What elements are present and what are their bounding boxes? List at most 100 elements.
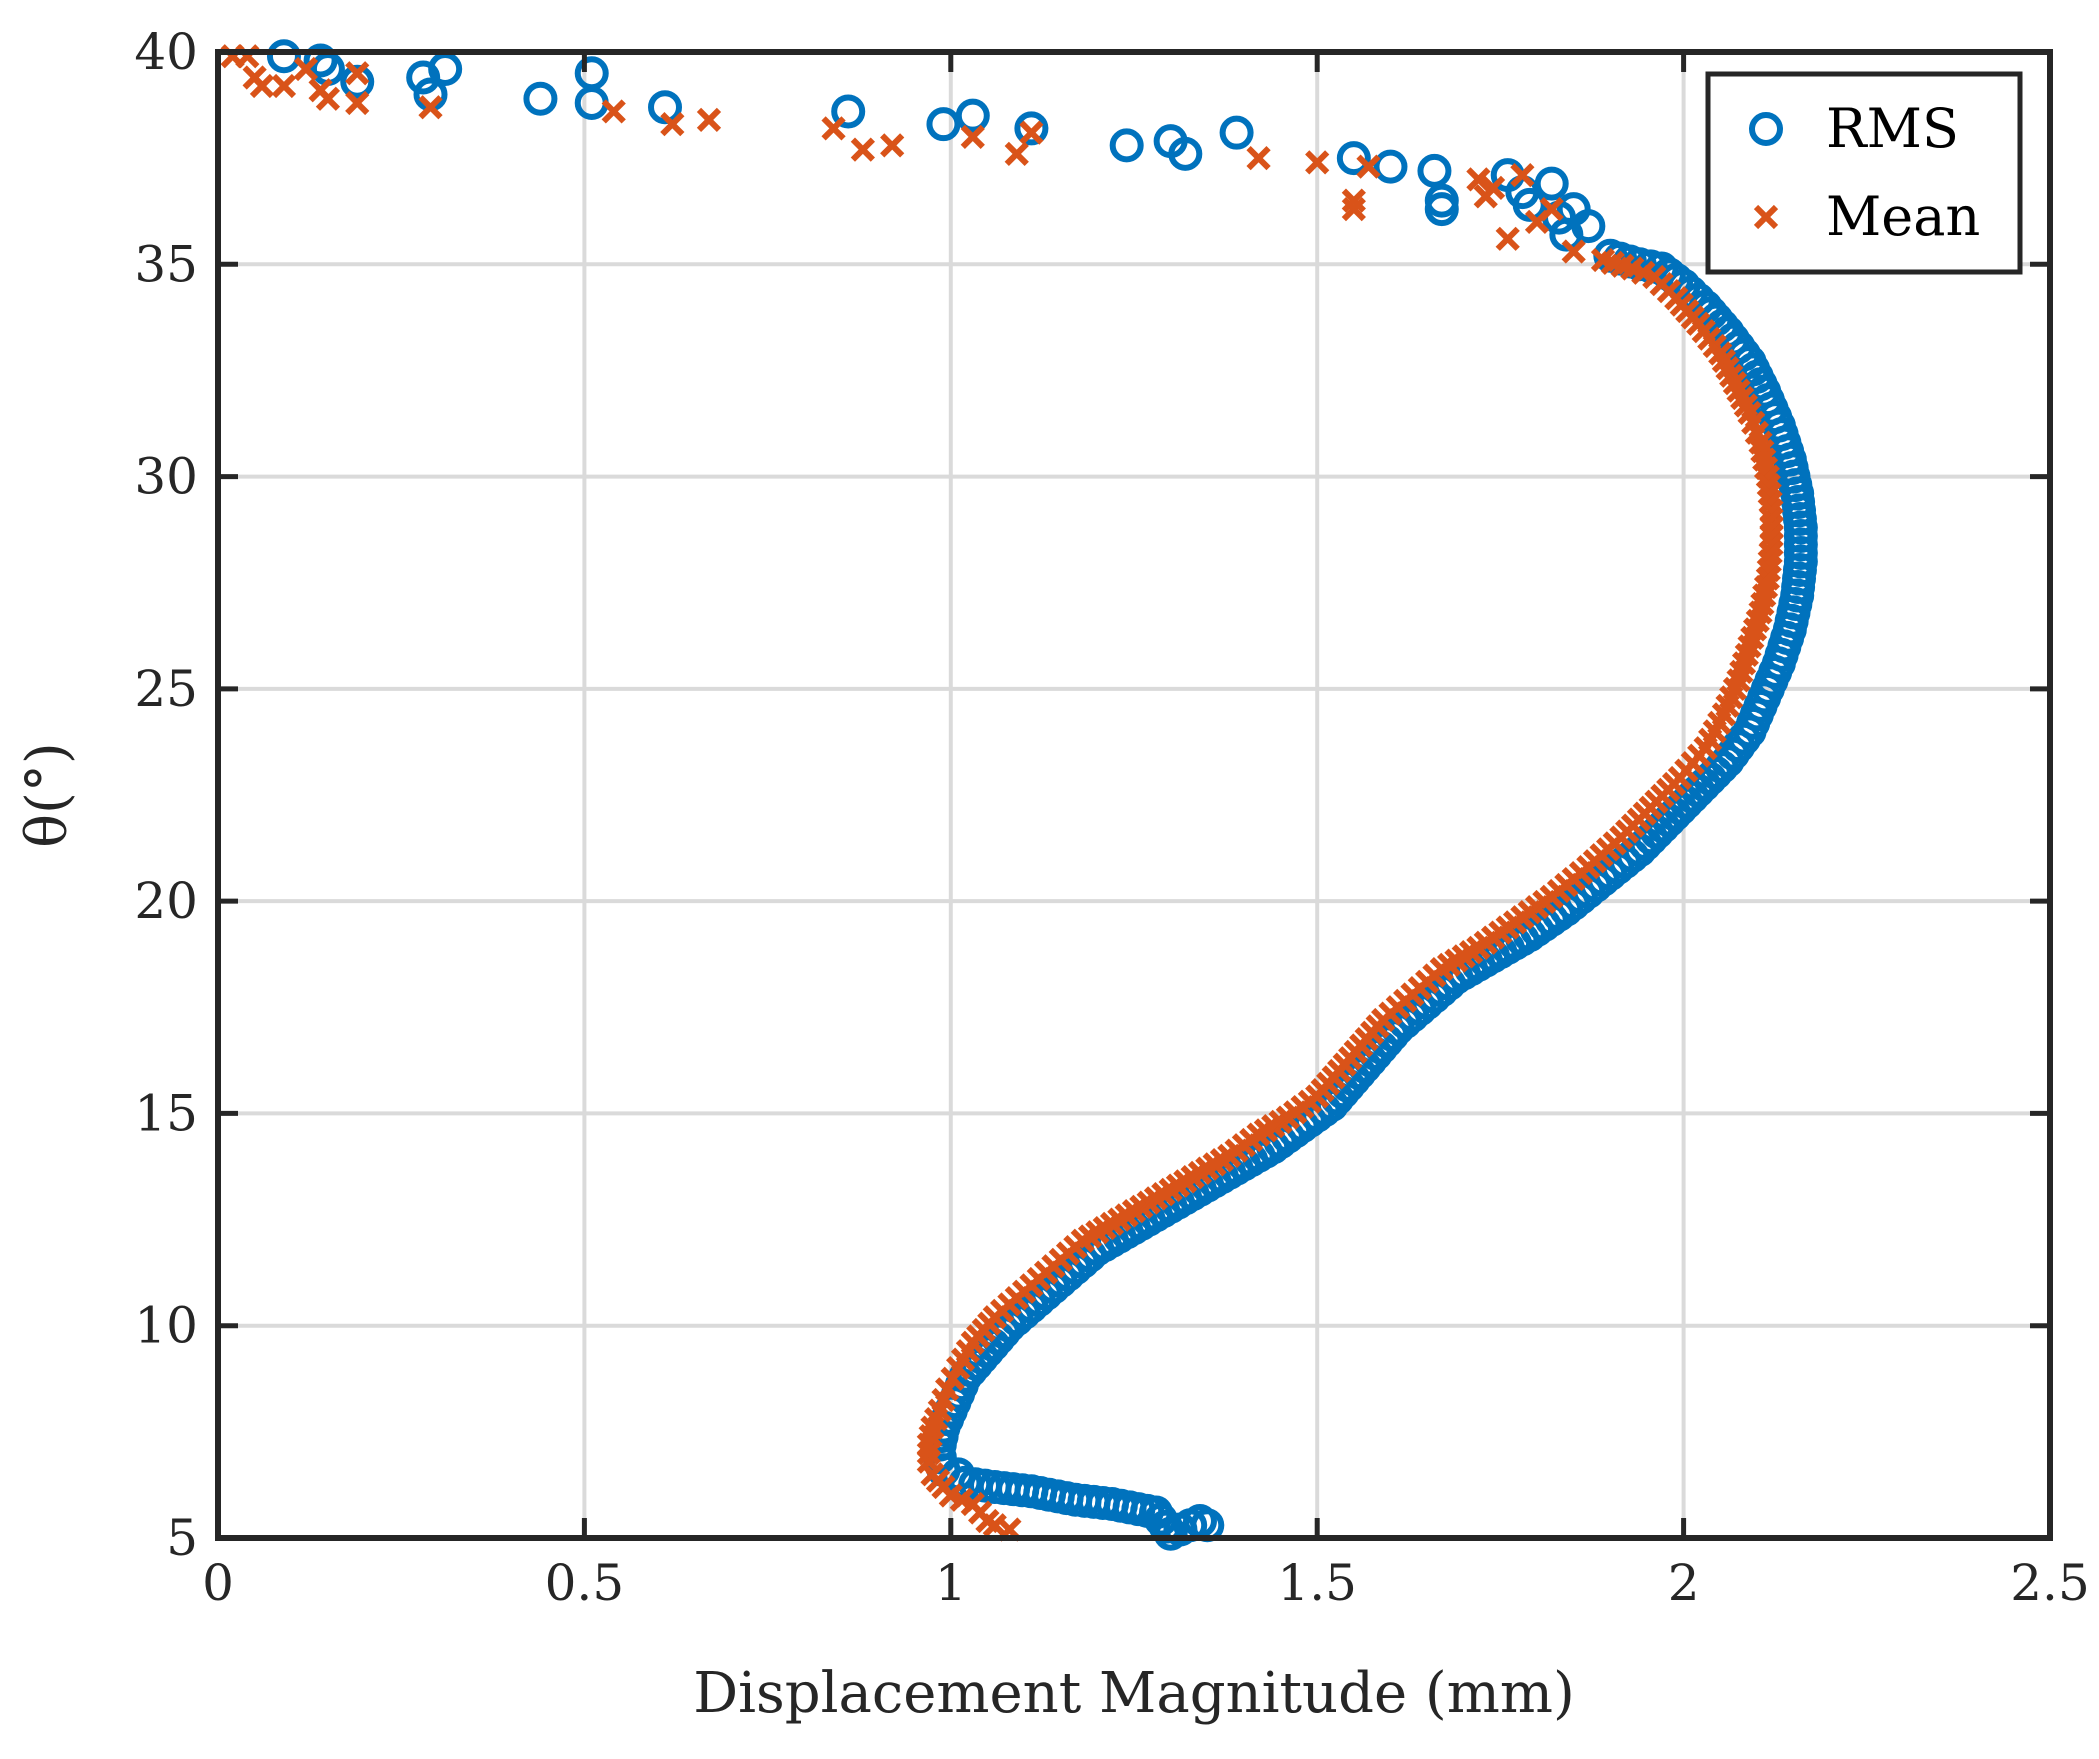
legend-rms-marker xyxy=(1749,112,1783,146)
x-stroke xyxy=(1600,250,1625,275)
mean-point xyxy=(1341,196,1366,222)
rms-point xyxy=(1168,136,1203,171)
x-stroke xyxy=(345,61,370,86)
x-stroke xyxy=(960,124,985,150)
x-tick-label: 2.5 xyxy=(2010,1554,2090,1612)
rms-point xyxy=(1373,149,1408,184)
legend-box xyxy=(1705,71,2023,275)
x-tick-label: 1.5 xyxy=(1277,1554,1357,1612)
x-stroke xyxy=(1466,167,1491,192)
x-stroke xyxy=(916,1440,941,1466)
legend-circle xyxy=(1749,112,1783,146)
x-stroke xyxy=(418,95,443,120)
x-stroke xyxy=(1759,523,1784,549)
x-stroke xyxy=(1356,154,1381,179)
y-axis-title: θ(°) xyxy=(15,742,80,847)
rms-point xyxy=(1219,115,1254,150)
mean-point xyxy=(960,124,985,150)
rms-point xyxy=(266,39,301,74)
x-stroke xyxy=(938,1483,963,1508)
mean-point xyxy=(293,56,319,82)
y-tick-label: 25 xyxy=(134,660,198,718)
mean-point xyxy=(1495,226,1520,251)
mean-point xyxy=(1004,141,1029,167)
rms-point xyxy=(831,94,866,129)
x-stroke xyxy=(1590,247,1616,273)
y-tick-label: 10 xyxy=(134,1297,198,1355)
mean-point xyxy=(315,86,341,111)
x-axis-title: Displacement Magnitude (mm) xyxy=(693,1661,1575,1726)
mean-point xyxy=(271,73,297,99)
rms-point xyxy=(1534,166,1569,201)
x-stroke xyxy=(850,137,875,162)
axes-frame xyxy=(215,49,2053,1541)
mean-point xyxy=(1510,163,1535,188)
x-stroke xyxy=(1495,226,1520,251)
x-stroke xyxy=(1752,447,1777,472)
legend-rms-label: RMS xyxy=(1826,97,1959,160)
plot-area xyxy=(218,52,2050,1538)
x-stroke xyxy=(1019,120,1044,145)
x-stroke xyxy=(1004,141,1029,167)
x-stroke xyxy=(1750,438,1775,464)
x-stroke xyxy=(1480,175,1506,200)
mean-point xyxy=(880,133,905,158)
mean-point xyxy=(1305,150,1330,175)
mean-point xyxy=(345,90,370,116)
rms-point xyxy=(1109,128,1144,163)
series-mean xyxy=(220,44,1784,1542)
x-stroke xyxy=(1631,260,1656,285)
x-stroke xyxy=(1620,256,1645,281)
x-stroke xyxy=(1610,253,1635,278)
mean-point xyxy=(1246,146,1271,171)
x-stroke xyxy=(601,99,626,124)
x-stroke xyxy=(1341,196,1366,222)
x-stroke xyxy=(315,86,341,111)
mean-point xyxy=(821,116,846,141)
mean-point xyxy=(1561,239,1586,264)
rms-point xyxy=(1336,141,1371,176)
legend-mean-marker xyxy=(1753,204,1779,230)
mean-point xyxy=(1019,120,1044,145)
rms-point xyxy=(648,90,683,125)
mean-point xyxy=(418,95,443,120)
x-stroke xyxy=(1510,163,1535,188)
mean-point xyxy=(1539,196,1564,222)
x-tick-label: 1 xyxy=(935,1554,967,1612)
x-stroke xyxy=(1744,420,1770,445)
x-stroke xyxy=(1305,150,1330,175)
mean-point xyxy=(249,73,275,99)
mean-point xyxy=(1341,188,1366,213)
x-stroke xyxy=(696,107,722,133)
legend-mean-label: Mean xyxy=(1826,185,1980,248)
tick-labels: 0 0.5 1 1.5 2 2.5 5 10 15 20 25 30 35 40 xyxy=(134,23,2089,1612)
rms-point xyxy=(1417,153,1452,188)
rms-point xyxy=(1424,192,1459,227)
x-stroke xyxy=(880,133,905,158)
mean-point xyxy=(660,112,685,137)
axis-ticks xyxy=(215,49,2053,1541)
x-stroke xyxy=(660,112,685,137)
rms-point xyxy=(926,107,961,142)
rms-point xyxy=(1571,209,1606,244)
x-stroke xyxy=(1561,239,1586,264)
rms-point xyxy=(955,98,990,133)
x-tick-label: 2 xyxy=(1668,1554,1700,1612)
x-stroke xyxy=(249,73,275,99)
x-stroke xyxy=(293,56,319,82)
x-stroke xyxy=(1741,410,1766,435)
rms-point xyxy=(303,43,338,78)
mean-point xyxy=(696,107,722,133)
x-stroke xyxy=(1748,430,1773,455)
mean-point xyxy=(1356,154,1381,179)
mean-point xyxy=(345,61,370,86)
rms-point xyxy=(340,64,375,99)
mean-point xyxy=(916,1440,941,1466)
legend: RMS Mean xyxy=(1705,71,2023,275)
mean-point xyxy=(1480,175,1506,200)
x-stroke xyxy=(1753,204,1779,230)
x-stroke xyxy=(949,1487,974,1512)
x-stroke xyxy=(271,73,297,99)
